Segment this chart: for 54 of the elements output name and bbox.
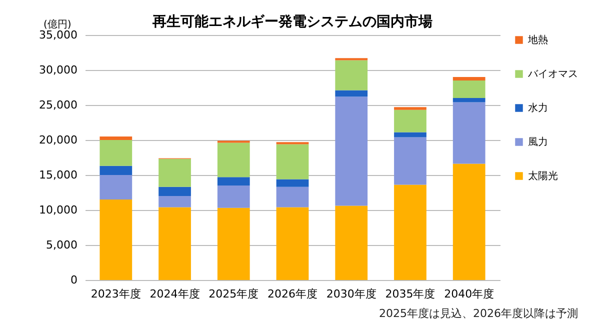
bar [335, 90, 368, 97]
bar [158, 207, 191, 280]
bar [217, 142, 250, 178]
bar [100, 166, 132, 175]
y-tick-label: 35,000 [39, 28, 78, 42]
bar [100, 175, 132, 200]
y-axis-title: (億円) [44, 18, 72, 30]
text: 2025年度は見込、2026年度以降は予測 [379, 306, 578, 321]
y-tick-label: 0 [70, 274, 78, 286]
y-tick-label: 5,000 [46, 238, 78, 252]
bar [394, 132, 426, 138]
bar [335, 206, 368, 280]
x-tick-label: 2024年度 [150, 288, 200, 300]
bar [335, 60, 368, 90]
bar [394, 110, 426, 132]
x-tick-label: 2026年度 [268, 288, 318, 300]
bar [452, 164, 486, 280]
bar [276, 186, 309, 208]
bar [100, 200, 132, 280]
legend-label: 風力 [528, 136, 548, 148]
bar [100, 136, 132, 140]
bar [394, 184, 426, 280]
bar [335, 96, 368, 206]
bar [276, 179, 309, 187]
bar [452, 98, 486, 102]
bar [158, 158, 191, 187]
y-tick-label: 10,000 [39, 204, 78, 216]
legend-label: 地熱 [527, 34, 548, 46]
x-tick-label: 2030年度 [326, 288, 376, 300]
bar [394, 107, 426, 110]
legend-label: 太陽光 [528, 170, 558, 182]
bar [100, 140, 132, 166]
x-tick-label: 2035年度 [385, 288, 436, 300]
bar [158, 186, 191, 196]
bar [276, 207, 309, 280]
bar [217, 208, 250, 280]
x-tick-label: 2040年度 [444, 288, 494, 300]
bar [452, 80, 486, 98]
legend-label: バイオマス [527, 69, 578, 80]
x-tick-label: 2025年度 [208, 288, 259, 300]
bar [452, 77, 486, 80]
x-tick-label: 2023年度 [90, 288, 141, 300]
bar [158, 196, 191, 208]
legend-label: 水力 [528, 102, 548, 114]
bar [394, 137, 426, 185]
y-tick-label: 30,000 [39, 64, 78, 76]
y-tick-label: 25,000 [39, 98, 78, 112]
bar [452, 102, 486, 164]
bar [276, 144, 309, 180]
bar [217, 177, 250, 186]
bar [217, 186, 250, 208]
chart-title: 再生可能エネルギー発電システムの国内市場 [152, 13, 432, 30]
y-tick-label: 20,000 [39, 134, 78, 146]
y-tick-label: 15,000 [39, 168, 78, 182]
